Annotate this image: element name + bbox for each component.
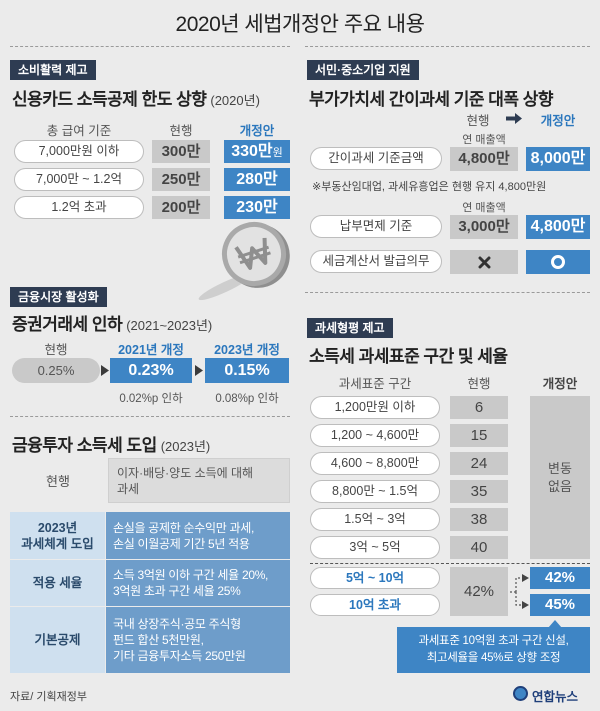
bracket-label: 1.5억 ~ 3억 [310, 508, 440, 531]
policy-label: 기본공제 [10, 607, 105, 673]
current-rate: 35 [450, 480, 508, 503]
current-value: 4,800만 [450, 147, 518, 171]
table-row-label: 7,000만 ~ 1.2억 [14, 168, 144, 191]
yonhap-logo: 연합뉴스 [532, 690, 579, 704]
section-heading: 금융투자 소득세 도입 (2023년) [12, 431, 210, 456]
current-rate: 38 [450, 508, 508, 531]
divider [10, 416, 290, 417]
policy-text: 손실을 공제한 순수익만 과세, 손실 이월공제 기간 5년 적용 [106, 512, 290, 559]
revised-value: 4,800만 [526, 215, 590, 239]
column-header: 현행 [44, 343, 68, 357]
won-coin-icon [213, 213, 295, 295]
sales-label: 연 매출액 [462, 134, 506, 146]
current-rate: 6 [450, 396, 508, 419]
current-rate: 42% [450, 567, 508, 616]
revised-value: 8,000만 [526, 147, 590, 171]
arrow-right-icon [510, 574, 529, 609]
column-header: 현행 [169, 124, 193, 138]
revised-rate: 45% [530, 594, 590, 616]
section-tag: 소비활력 제고 [10, 60, 96, 80]
section-heading: 신용카드 소득공제 한도 상향 (2020년) [12, 85, 260, 110]
sales-label: 연 매출액 [462, 202, 506, 214]
table-row-label: 세금계산서 발급의무 [310, 250, 442, 273]
revised-rate: 0.23% [110, 358, 192, 383]
revised-amount: 330만 [231, 143, 273, 160]
bracket-label: 8,800만 ~ 1.5억 [310, 480, 440, 503]
rate-change: 0.08%p 인하 [215, 393, 279, 405]
revised-value [526, 250, 590, 274]
column-header: 현행 [467, 377, 491, 391]
footnote: ※부동산임대업, 과세유흥업은 현행 유지 4,800만원 [312, 181, 547, 193]
yonhap-emblem-icon [513, 686, 528, 701]
policy-text: 국내 상장주식·공모 주식형 펀드 합산 5천만원, 기타 금융투자소득 250… [106, 607, 290, 673]
section-heading: 증권거래세 인하 (2021~2023년) [12, 310, 212, 335]
revised-value: 280만 [224, 168, 290, 191]
table-row-label: 간이과세 기준금액 [310, 147, 442, 170]
bracket-label: 4,600 ~ 8,800만 [310, 452, 440, 475]
callout-box: 과세표준 10억원 초과 구간 신설, 최고세율을 45%로 상향 조정 [397, 627, 590, 673]
section-heading: 부가가치세 간이과세 기준 대폭 상향 [309, 90, 554, 109]
callout-pointer [548, 620, 562, 628]
arrow-right-icon [506, 113, 522, 124]
source-credit: 자료/ 기획재정부 [10, 691, 87, 703]
column-header: 개정안 [540, 114, 576, 128]
current-rate: 15 [450, 424, 508, 447]
bracket-label: 5억 ~ 10억 [310, 567, 440, 589]
heading-period: (2020년) [210, 93, 260, 108]
heading-period: (2023년) [160, 439, 211, 454]
bracket-label: 3억 ~ 5억 [310, 536, 440, 559]
x-mark-icon [478, 256, 490, 268]
revised-rate: 0.15% [205, 358, 289, 383]
current-value [450, 250, 518, 274]
current-value: 3,000만 [450, 215, 518, 239]
arrow-right-icon [195, 365, 203, 376]
arrow-right-icon [101, 365, 109, 376]
table-row-label: 7,000만원 이하 [14, 140, 144, 163]
column-header: 개정안 [239, 124, 275, 138]
rate-change: 0.02%p 인하 [119, 393, 183, 405]
policy-label: 적용 세율 [10, 560, 105, 606]
column-header: 총 급여 기준 [46, 124, 112, 138]
divider [305, 292, 590, 293]
column-header: 개정안 [542, 377, 578, 391]
divider [305, 46, 590, 47]
heading-text: 신용카드 소득공제 한도 상향 [12, 90, 207, 109]
policy-label: 2023년 과세체계 도입 [10, 512, 105, 559]
table-row-label: 1.2억 초과 [14, 196, 144, 219]
bracket-label: 10억 초과 [310, 594, 440, 616]
column-header: 2023년 개정 [214, 343, 280, 357]
divider [310, 563, 590, 564]
current-value: 300만 [152, 140, 210, 163]
heading-period: (2021~2023년) [126, 318, 213, 333]
page-title: 2020년 세법개정안 주요 내용 [175, 13, 425, 36]
revised-value: 230만 [224, 196, 290, 219]
section-tag: 금융시장 활성화 [10, 287, 107, 307]
divider [10, 46, 290, 47]
current-value: 200만 [152, 196, 210, 219]
circle-icon [551, 255, 565, 269]
bracket-label: 1,200 ~ 4,600만 [310, 424, 440, 447]
revised-value: 330만원 [224, 140, 290, 163]
section-tag: 서민·중소기업 지원 [307, 60, 419, 80]
unchanged-rates: 변동 없음 [530, 396, 590, 559]
column-header: 현행 [466, 114, 490, 128]
revised-rate: 42% [530, 567, 590, 589]
current-rate: 40 [450, 536, 508, 559]
current-value: 250만 [152, 168, 210, 191]
heading-text: 금융투자 소득세 도입 [12, 436, 157, 455]
section-heading: 소득세 과세표준 구간 및 세율 [309, 347, 508, 366]
policy-text: 소득 3억원 이하 구간 세율 20%, 3억원 초과 구간 세율 25% [106, 560, 290, 606]
current-description: 이자·배당·양도 소득에 대해 과세 [108, 458, 290, 503]
current-rate: 0.25% [12, 358, 100, 383]
table-row-label: 납부면제 기준 [310, 215, 442, 238]
section-tag: 과세형평 제고 [307, 318, 393, 338]
bracket-label: 1,200만원 이하 [310, 396, 440, 419]
revised-unit: 원 [272, 147, 283, 159]
column-header: 과세표준 구간 [338, 377, 412, 391]
current-label: 현행 [46, 474, 70, 489]
current-rate: 24 [450, 452, 508, 475]
heading-text: 증권거래세 인하 [12, 315, 123, 334]
column-header: 2021년 개정 [118, 343, 184, 357]
